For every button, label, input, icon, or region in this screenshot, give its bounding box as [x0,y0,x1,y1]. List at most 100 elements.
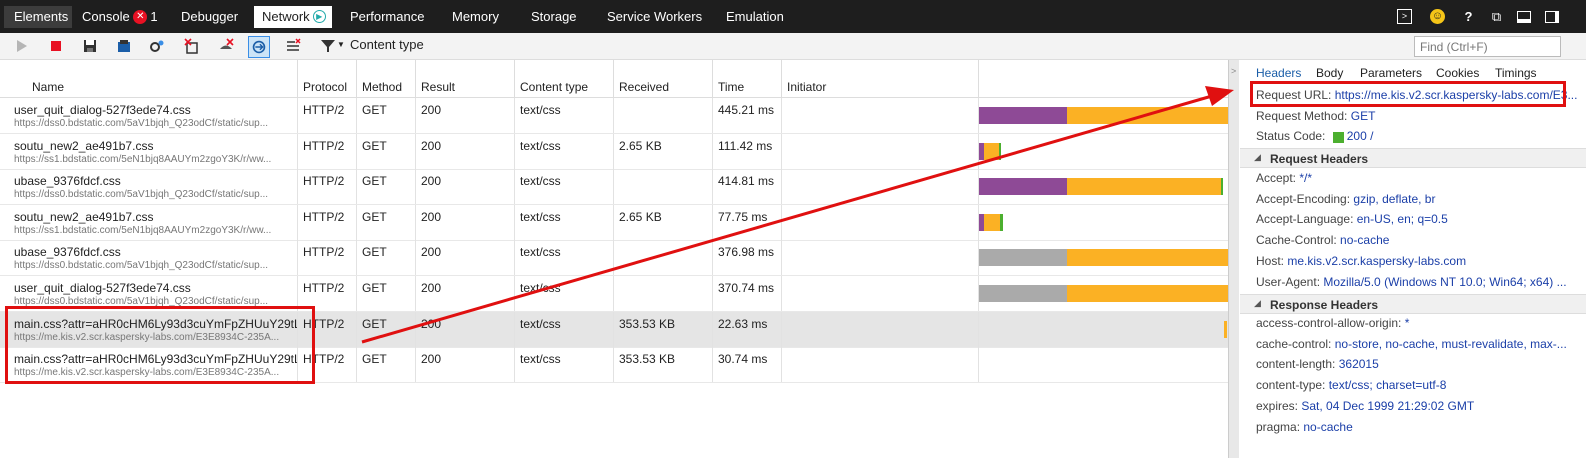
table-row[interactable]: ubase_9376fdcf.css https://dss0.bdstatic.… [0,169,1228,206]
tab-console-label: Console [82,9,130,24]
cell-protocol-text: HTTP/2 [303,174,345,189]
tab-service-workers[interactable]: Service Workers [607,6,711,28]
tab-memory[interactable]: Memory [452,6,512,28]
cell-protocol-text: HTTP/2 [303,281,345,295]
always-refresh-icon[interactable] [248,36,270,58]
column-header-name-label: Name [32,80,65,94]
details-tab-body[interactable]: Body [1316,66,1344,80]
clear-entries-icon[interactable] [285,38,301,54]
column-header-time[interactable]: Time [713,60,782,98]
cell-url-text: https://dss0.bdstatic.com/5aV1bjqh_Q23od… [14,296,269,307]
tab-network-label: Network [262,9,310,24]
tab-console[interactable]: Console ✕ 1 [82,6,162,28]
cell-result: 200 [416,169,515,205]
cell-result-text: 200 [421,103,442,117]
filter-dropdown-chevron-icon[interactable]: ▼ [337,40,345,49]
tab-debugger[interactable]: Debugger [181,6,241,28]
request-headers-section[interactable]: ◢ Request Headers [1240,148,1586,168]
column-header-initiator[interactable]: Initiator [782,60,979,98]
cell-time-text: 22.63 ms [718,316,768,331]
content-type-filter[interactable]: Content type [350,37,424,52]
filter-icon[interactable] [320,38,336,54]
cell-initiator [782,204,979,240]
dock-right-icon[interactable] [1545,11,1559,23]
column-header-content-type[interactable]: Content type [515,60,614,98]
table-row[interactable]: soutu_new2_ae491b7.css https://ss1.bdstat… [0,133,1228,170]
column-header-result[interactable]: Result [416,60,515,98]
tab-storage[interactable]: Storage [531,6,591,28]
cell-initiator [782,240,979,276]
details-tab-cookies[interactable]: Cookies [1436,66,1480,80]
cell-method-text: GET [362,103,387,117]
table-row[interactable]: user_quit_dialog-527f3ede74.css https://d… [0,98,1228,134]
cell-received [614,276,713,311]
cell-method: GET [357,204,416,240]
undock-icon[interactable]: ⧉ [1491,9,1502,24]
cell-received: 2.65 KB [614,204,713,240]
cell-protocol: HTTP/2 [298,276,357,311]
start-profiling-icon[interactable] [14,38,30,54]
column-header-protocol[interactable]: Protocol [298,60,357,98]
header-row: Host: me.kis.v2.scr.kaspersky-labs.com [1256,254,1466,268]
dock-bottom-icon[interactable] [1517,11,1531,23]
throttling-icon[interactable] [149,38,165,54]
tab-emulation[interactable]: Emulation [726,6,796,28]
tab-debugger-label: Debugger [181,9,239,24]
tab-service-workers-label: Service Workers [607,9,703,24]
response-headers-title: Response Headers [1270,298,1379,312]
import-har-icon[interactable] [116,38,132,54]
find-input[interactable]: Find (Ctrl+F) [1414,36,1561,57]
column-header-protocol-label: Protocol [303,80,348,94]
column-header-time-label: Time [718,80,745,94]
table-row[interactable]: soutu_new2_ae491b7.css https://ss1.bdstat… [0,204,1228,241]
cell-received-text: 353.53 KB [619,352,676,367]
details-tab-timings[interactable]: Timings [1495,66,1537,80]
cell-name-text: soutu_new2_ae491b7.css [14,209,154,224]
response-headers-section[interactable]: ◢ Response Headers [1240,294,1586,314]
cell-time: 370.74 ms [713,276,782,311]
header-key: Accept-Encoding: [1256,191,1351,206]
timeline-cell [979,240,1228,275]
clear-cache-icon[interactable] [218,38,234,54]
column-header-timeline[interactable] [979,60,1228,98]
column-header-method[interactable]: Method [357,60,416,98]
feedback-smiley-icon[interactable]: ☺ [1430,9,1445,24]
header-value: no-cache [1340,233,1390,248]
export-har-icon[interactable] [82,38,98,54]
help-icon[interactable]: ? [1464,9,1473,24]
header-value: no-store, no-cache, must-revalidate, max… [1334,336,1567,351]
expanded-triangle-icon: ◢ [1254,152,1261,162]
header-row: Accept-Encoding: gzip, deflate, br [1256,192,1435,206]
cell-type-text: text/css [520,209,561,224]
console-toggle-icon[interactable]: > [1397,9,1412,24]
details-tab-headers[interactable]: Headers [1256,66,1302,80]
details-tab-parameters[interactable]: Parameters [1360,66,1423,80]
tab-performance[interactable]: Performance [350,6,430,28]
cell-time-text: 111.42 ms [718,138,773,153]
header-key: Accept-Language: [1256,212,1354,227]
header-row: content-type: text/css; charset=utf-8 [1256,378,1446,392]
table-row[interactable]: main.css?attr=aHR0cHM6Ly93d3cuYmFpZHUuY2… [0,347,1228,384]
cell-protocol: HTTP/2 [298,98,357,133]
request-url-value[interactable]: https://me.kis.v2.scr.kaspersky-labs.com… [1334,88,1578,102]
cell-type: text/css [515,311,614,347]
cell-type: text/css [515,347,614,383]
stop-profiling-icon[interactable] [48,38,64,54]
timeline-bar-segment [1067,107,1228,124]
cell-time-text: 414.81 ms [718,174,775,189]
table-row[interactable]: ubase_9376fdcf.css https://dss0.bdstatic.… [0,240,1228,277]
cell-initiator [782,98,979,133]
details-collapse-strip[interactable]: > [1228,60,1239,458]
clear-session-icon[interactable] [184,38,200,54]
timeline-bar-segment [1224,320,1227,338]
column-header-received[interactable]: Received [614,60,713,98]
tab-network[interactable]: Network ▶ [254,6,332,28]
timeline-bar-segment [1067,178,1221,196]
header-value: Mozilla/5.0 (Windows NT 10.0; Win64; x64… [1323,274,1567,289]
tab-elements[interactable]: Elements [4,6,72,28]
cell-type-text: text/css [520,138,561,153]
header-row: Accept-Language: en-US, en; q=0.5 [1256,212,1448,226]
cell-type-text: text/css [520,281,561,295]
column-header-name[interactable]: Name [0,60,298,98]
timeline-cell [979,347,1228,382]
